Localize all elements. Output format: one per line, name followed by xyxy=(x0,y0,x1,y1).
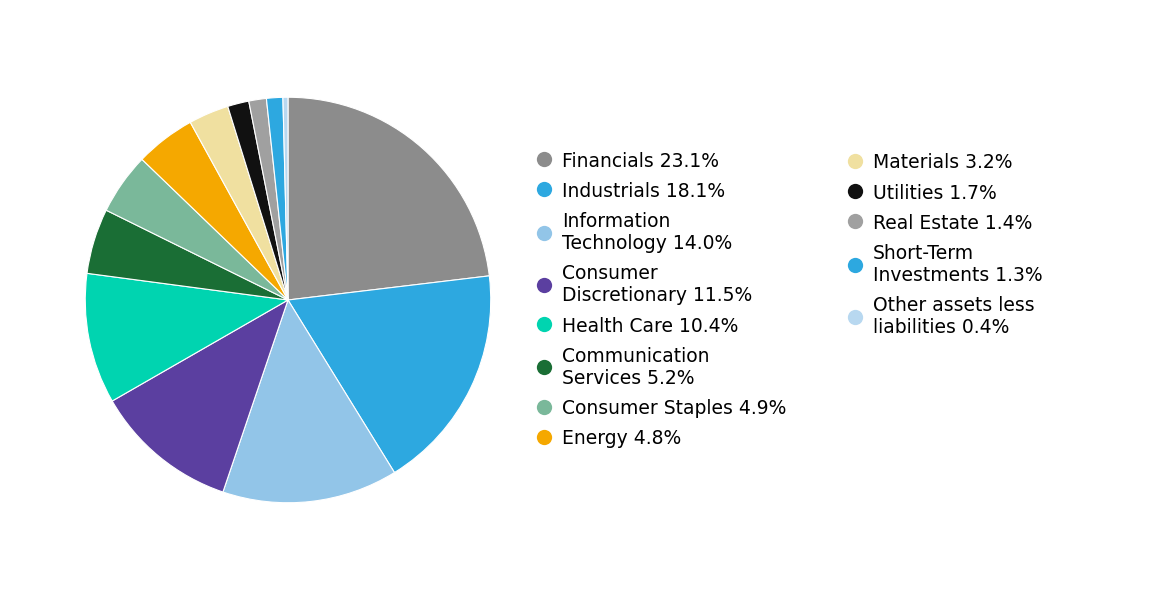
Wedge shape xyxy=(85,274,288,401)
Wedge shape xyxy=(288,276,491,473)
Wedge shape xyxy=(88,210,288,300)
Legend: Materials 3.2%, Utilities 1.7%, Real Estate 1.4%, Short-Term
Investments 1.3%, O: Materials 3.2%, Utilities 1.7%, Real Est… xyxy=(850,154,1043,337)
Wedge shape xyxy=(228,101,288,300)
Wedge shape xyxy=(190,106,288,300)
Wedge shape xyxy=(112,300,288,492)
Wedge shape xyxy=(142,122,288,300)
Wedge shape xyxy=(288,97,490,300)
Wedge shape xyxy=(249,98,288,300)
Wedge shape xyxy=(106,160,288,300)
Legend: Financials 23.1%, Industrials 18.1%, Information
Technology 14.0%, Consumer
Disc: Financials 23.1%, Industrials 18.1%, Inf… xyxy=(539,152,786,448)
Wedge shape xyxy=(223,300,394,503)
Wedge shape xyxy=(283,97,288,300)
Wedge shape xyxy=(266,97,288,300)
